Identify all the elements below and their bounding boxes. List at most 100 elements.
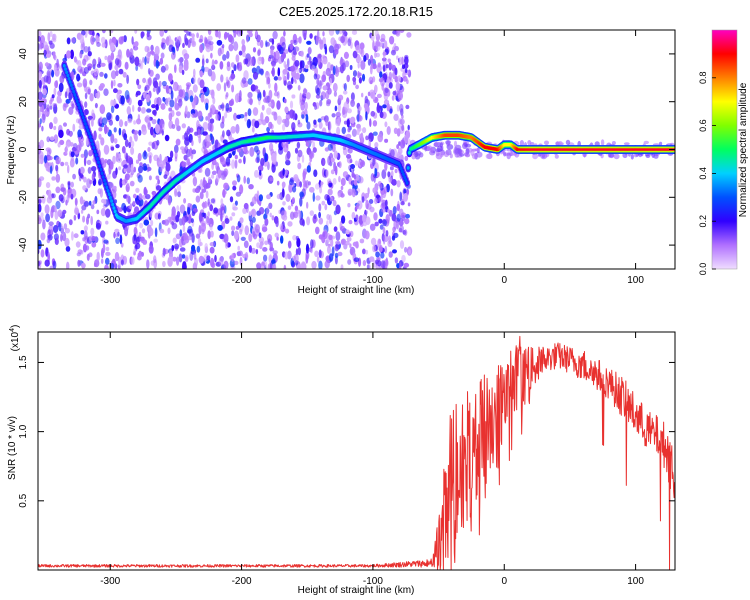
spectrogram-noise-cell [328,253,334,262]
spectrogram-noise-cell [81,262,86,269]
spectrogram-noise-cell [370,110,376,117]
spectrogram-noise-cell [325,120,329,127]
spectrogram-noise-cell [199,79,205,89]
spectrogram-noise-cell [148,245,154,254]
spectrogram-noise-cell [299,60,303,70]
spectrogram-noise-cell [134,56,140,67]
spectrogram-noise-cell [60,161,65,167]
spectrogram-noise-cell [121,146,126,154]
spectrogram-ridge-core [67,77,71,81]
spectrogram-noise-cell [362,248,366,255]
spectrogram-ridge-core [101,175,105,179]
spectrogram-noise-cell [138,165,143,174]
spectrogram-noise-cell [399,240,405,249]
spectrogram-noise-cell [404,218,410,225]
spectrogram-noise-cell [70,151,75,158]
spectrogram-noise-cell [369,256,375,262]
spectrogram-noise-cell [139,222,144,229]
figure-title: C2E5.2025.172.20.18.R15 [279,4,433,19]
spectrogram-noise-cell [398,220,404,227]
spectrogram-noise-cell [155,104,159,111]
spectrogram-noise-cell [126,74,129,85]
spectrogram-noise-cell [374,84,378,94]
spectrogram-noise-cell [291,49,297,58]
spectrogram-noise-cell [399,103,404,113]
spectrogram-noise-cell [42,98,47,104]
spectrogram-noise-cell [178,101,182,109]
spectrogram-noise-cell [169,99,175,108]
spectrogram-noise-cell [40,212,44,218]
spectrogram-noise-cell [299,191,304,198]
spectrogram-noise-cell [362,260,367,267]
spectrogram-noise-cell [254,120,260,129]
spectrogram-noise-cell [334,252,339,259]
spectrogram-noise-cell [223,182,229,190]
spectrogram-noise-cell [175,41,180,52]
spectrogram-noise-cell [130,169,135,176]
spectrogram-noise-cell [190,218,194,224]
spectrogram-noise-cell [43,155,48,164]
spectrogram-noise-cell [318,121,323,129]
spectrogram-noise-cell [172,84,176,90]
spectrogram-noise-cell [351,211,356,220]
spectrogram-noise-cell [249,56,254,67]
spectrogram-noise-cell [381,169,387,180]
spectrogram-noise-cell [86,178,91,189]
spectrogram-noise-cell [332,65,336,76]
spectrogram-noise-cell [62,102,67,112]
spectrogram-noise-cell [330,157,335,163]
spectrogram-noise-cell [317,56,321,65]
spectrogram-noise-cell [271,152,277,163]
spectrogram-noise-cell [231,84,235,93]
spectrogram-noise-cell [104,264,109,269]
spectrogram-noise-cell [41,104,44,113]
spectrogram-noise-cell [226,129,231,137]
spectrogram-noise-cell [292,234,297,241]
spectrogram-noise-cell [207,35,213,42]
spectrogram-noise-cell [200,179,203,185]
spectrogram-noise-cell [276,193,282,200]
spectrogram-noise-cell [261,56,265,65]
spectrogram-noise-cell [103,144,110,155]
spectrogram-noise-cell [128,204,133,210]
spectrogram-haze-cell [600,139,605,146]
spectrogram-noise-cell [247,108,252,117]
spectrogram-noise-cell [347,127,351,133]
spectrogram-noise-cell [259,169,262,176]
spectrogram-noise-cell [145,194,151,200]
spectrogram-noise-cell [394,67,398,76]
spectrogram-noise-cell [294,79,297,84]
spectrogram-noise-cell [249,98,253,106]
spectrogram-noise-cell [55,200,61,210]
spectrogram-noise-cell [284,251,289,260]
spectrogram-noise-cell [244,225,250,236]
spectrogram-noise-cell [74,205,78,213]
spectrogram-noise-cell [358,77,362,84]
spectrogram-noise-cell [396,55,399,60]
spectrogram-noise-cell [209,242,215,247]
spectrogram-noise-cell [38,178,42,188]
spectrogram-noise-cell [181,123,186,129]
spectrogram-noise-cell [179,247,186,252]
spectrogram-noise-cell [196,32,200,39]
spectrogram-noise-cell [89,93,94,102]
spectrogram-noise-cell [103,88,109,96]
spectrogram-noise-cell [238,158,242,164]
spectrogram-noise-cell [238,250,243,257]
spectrogram-noise-cell [164,134,170,142]
spectrogram-noise-cell [229,106,232,112]
spectrogram-noise-cell [289,179,294,186]
spectrogram-ridge-core [407,151,411,155]
spectrogram-noise-cell [344,240,350,246]
spectrogram-noise-cell [124,90,130,100]
spectrogram-noise-cell [299,197,303,207]
spectrogram-noise-cell [236,174,241,183]
spectrogram-noise-cell [243,202,249,210]
spectrogram-noise-cell [137,106,141,112]
spectrogram-noise-cell [187,126,191,135]
spectrogram-noise-cell [294,72,301,80]
y-tick-label: 0 [18,146,29,152]
spectrogram-noise-cell [65,246,71,252]
spectrogram-noise-cell [218,256,224,266]
spectrogram-noise-cell [168,107,173,112]
